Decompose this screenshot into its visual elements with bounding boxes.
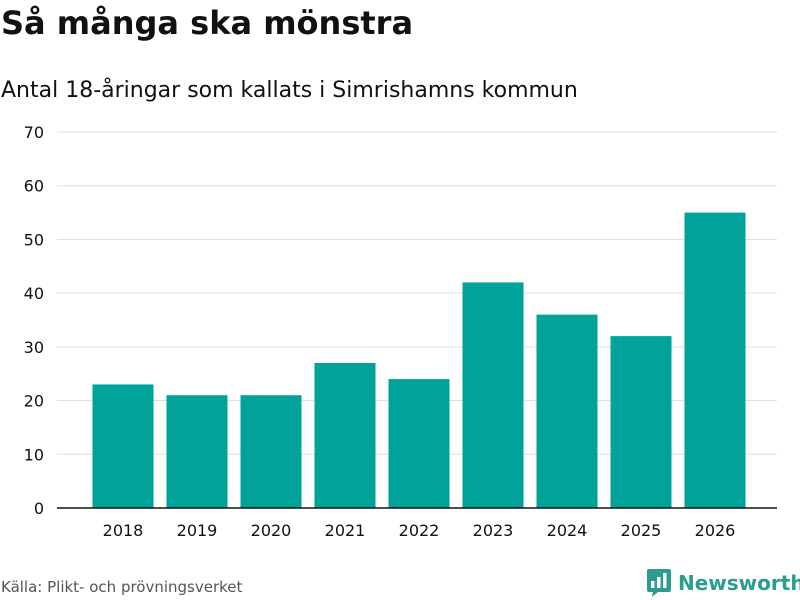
bar-2026: [684, 212, 746, 509]
x-tick-label: 2026: [695, 521, 736, 540]
y-tick-label: 70: [24, 123, 44, 142]
y-tick-label: 60: [24, 177, 44, 196]
x-tick-label: 2022: [399, 521, 440, 540]
bar-2021: [314, 362, 376, 508]
brand-logo: Newsworthy: [646, 568, 800, 598]
x-tick-label: 2024: [547, 521, 588, 540]
x-tick-label: 2021: [325, 521, 366, 540]
bar-2018: [92, 384, 154, 508]
source-note: Källa: Plikt- och prövningsverket: [1, 578, 243, 596]
bar-2020: [240, 395, 302, 508]
x-tick-label: 2025: [621, 521, 662, 540]
x-axis-ticks: 2018 2019 2020 2021 2022 2023 2024 2025 2026: [103, 521, 736, 540]
y-tick-label: 40: [24, 284, 44, 303]
bar-chart: 0 10 20 30 40 50 60 70 2018 2019 2020 2021 2022 2023…: [24, 123, 777, 540]
y-tick-label: 50: [24, 230, 44, 249]
y-tick-label: 30: [24, 338, 44, 357]
x-tick-label: 2023: [473, 521, 514, 540]
brand-name: Newsworthy: [678, 571, 800, 595]
bar-2025: [610, 336, 672, 508]
x-tick-label: 2020: [251, 521, 292, 540]
chart-title: Så många ska mönstra: [1, 4, 414, 42]
bars: [92, 212, 746, 509]
chart-subtitle: Antal 18-åringar som kallats i Simrisham…: [1, 78, 578, 103]
y-tick-label: 20: [24, 392, 44, 411]
y-tick-label: 10: [24, 445, 44, 464]
bar-2019: [166, 395, 228, 508]
x-tick-label: 2018: [103, 521, 144, 540]
y-axis-ticks: 0 10 20 30 40 50 60 70: [24, 123, 44, 518]
y-tick-label: 0: [34, 499, 44, 518]
bar-2024: [536, 314, 598, 508]
x-tick-label: 2019: [177, 521, 218, 540]
bar-2022: [388, 379, 450, 508]
newsworthy-logo-icon: [647, 569, 671, 597]
bar-2023: [462, 282, 524, 508]
